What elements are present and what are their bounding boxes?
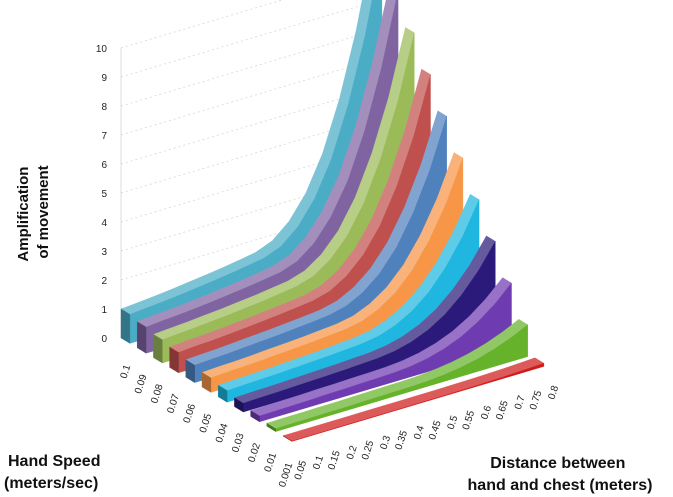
z-tick-label: 6 <box>101 160 107 171</box>
y-tick-label: 0.07 <box>165 392 182 414</box>
z-tick-label: 9 <box>101 73 107 84</box>
x-tick-label: 0.2 <box>345 444 360 461</box>
x-tick-label: 0.3 <box>378 434 393 451</box>
y-tick-label: 0.08 <box>149 383 166 405</box>
gridline <box>120 30 374 107</box>
x-tick-label: 0.6 <box>479 404 494 421</box>
y-axis-title-line-1: Hand Speed <box>8 453 100 470</box>
z-tick-label: 0 <box>101 334 107 345</box>
y-axis-title: Hand Speed (meters/sec) <box>4 453 105 492</box>
gridline <box>120 175 374 252</box>
y-axis-title-line-2: (meters/sec) <box>4 475 98 492</box>
gridline <box>120 146 374 223</box>
y-tick-label: 0.06 <box>182 402 199 424</box>
ribbon-end-face <box>266 422 276 432</box>
z-axis-title-line-1: Amplification <box>15 167 32 262</box>
y-tick-label: 0.04 <box>214 422 231 444</box>
x-tick-label: 0.55 <box>461 409 478 431</box>
z-axis-ticks: 0 1 2 3 4 5 6 7 8 9 10 <box>96 44 108 345</box>
z-tick-label: 7 <box>101 131 107 142</box>
ribbon-top-segment <box>372 0 397 69</box>
ribbon-end-face <box>201 372 212 393</box>
z-tick-label: 4 <box>101 218 107 229</box>
z-tick-label: 3 <box>101 247 107 258</box>
series-ribbon <box>266 319 529 432</box>
z-tick-label: 2 <box>101 276 107 287</box>
gridline <box>120 59 374 136</box>
ribbon-end-face <box>282 435 293 442</box>
gridline <box>120 88 374 165</box>
ribbons <box>120 0 545 442</box>
z-tick-label: 8 <box>101 102 107 113</box>
x-tick-label: 0.8 <box>546 384 561 401</box>
ribbon-end-face <box>234 397 244 413</box>
y-tick-label: 0.01 <box>263 451 280 473</box>
ribbon-front-face <box>259 282 512 423</box>
ribbon-end-face <box>120 308 131 344</box>
gridline <box>120 1 374 78</box>
ribbon-end-face <box>169 346 179 374</box>
ribbon-end-face <box>185 359 195 383</box>
x-tick-label: 0.4 <box>412 424 427 441</box>
ribbon-end-face <box>136 321 147 354</box>
x-tick-label: 0.7 <box>513 394 528 411</box>
x-axis-title-line-1: Distance between <box>490 455 625 472</box>
gridline <box>120 0 284 49</box>
z-tick-label: 10 <box>96 44 108 55</box>
z-tick-label: 5 <box>101 189 107 200</box>
ribbon-front-face <box>291 362 545 442</box>
x-axis-title-line-2: hand and chest (meters) <box>468 477 653 494</box>
y-tick-label: 0.02 <box>246 441 263 463</box>
y-tick-label: 0.05 <box>198 412 215 434</box>
ribbon-end-face <box>250 410 260 423</box>
x-tick-label: 0.05 <box>293 459 310 481</box>
z-axis-title: Amplification of movement <box>15 162 52 261</box>
z-axis-title-line-2: of movement <box>35 165 52 258</box>
gridline <box>120 204 374 281</box>
x-tick-label: 0.15 <box>326 449 343 471</box>
ribbon-front-face <box>275 324 528 432</box>
series-ribbon <box>282 357 545 442</box>
ribbon-end-face <box>217 384 228 403</box>
x-tick-label: 0.35 <box>394 429 411 451</box>
x-tick-label: 0.1 <box>311 454 326 471</box>
x-tick-label: 0.25 <box>360 439 377 461</box>
y-tick-label: 0.1 <box>119 363 134 380</box>
ribbon-front-face <box>243 240 496 413</box>
gridline <box>120 117 374 194</box>
x-tick-label: 0.5 <box>446 414 461 431</box>
x-tick-label: 0.65 <box>494 399 511 421</box>
series-ribbon <box>233 235 496 413</box>
x-axis-ticks: 0.05 0.1 0.15 0.2 0.25 0.3 0.35 0.4 0.45 0.5 0.55 0… <box>293 384 562 481</box>
x-tick-label: 0.45 <box>427 419 444 441</box>
x-axis-title: Distance between hand and chest (meters) <box>468 455 653 494</box>
series-ribbon <box>250 277 512 423</box>
z-tick-label: 1 <box>101 305 107 316</box>
ribbon-end-face <box>153 334 163 364</box>
ribbon-top-segment <box>355 0 373 36</box>
x-tick-label: 0.75 <box>528 389 545 411</box>
y-tick-label: 0.03 <box>230 432 247 454</box>
y-tick-label: 0.09 <box>133 373 150 395</box>
